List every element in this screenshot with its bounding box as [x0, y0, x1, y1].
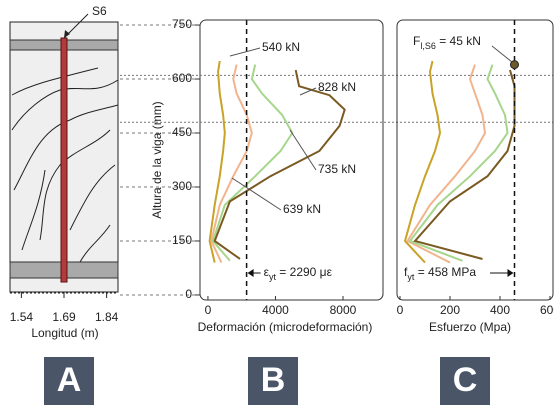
x-tick-label: 600 — [540, 303, 554, 317]
x-tick-label: 1.84 — [95, 310, 119, 324]
curve — [413, 69, 516, 260]
x-tick-label: 8000 — [330, 303, 357, 317]
curve — [213, 69, 346, 260]
leader — [231, 177, 282, 211]
annotation: εyt = 2290 με — [264, 265, 333, 282]
panel-letter: A — [57, 361, 82, 399]
arrowhead — [507, 269, 514, 277]
series-label: 828 kN — [318, 80, 356, 94]
x-tick-label: 0 — [397, 303, 404, 317]
y-tick-label: 750 — [172, 17, 192, 31]
plot-frame — [396, 19, 554, 301]
letter-box — [248, 357, 298, 405]
plot-frame — [199, 19, 384, 301]
x-tick-label: 400 — [490, 303, 510, 317]
curve — [210, 64, 253, 263]
series-label: 735 kN — [318, 162, 356, 176]
x-tick-label: 1.54 — [10, 310, 34, 324]
series-label: 540 kN — [262, 40, 300, 54]
y-axis-label: Altura de la viga (mm) — [150, 101, 164, 218]
annotation-text: = 45 kN — [436, 34, 481, 48]
letter-box — [44, 357, 94, 405]
annotation-point — [510, 60, 519, 70]
annotation-text: = 2290 με — [276, 265, 333, 279]
panel-letter: C — [453, 361, 478, 399]
series-label: 639 kN — [283, 202, 321, 216]
x-axis-label: Longitud (m) — [31, 326, 98, 340]
y-tick-label: 0 — [185, 287, 192, 301]
annotation: fyt = 458 MPa — [404, 265, 476, 282]
y-tick-label: 600 — [172, 71, 192, 85]
cracks — [11, 67, 119, 263]
arrowhead — [64, 30, 70, 38]
leader — [289, 129, 317, 171]
subscript: yt — [407, 272, 415, 282]
x-axis-label: Deformación (microdeformación) — [198, 320, 373, 334]
leader — [299, 87, 317, 96]
sensor-label: S6 — [92, 4, 107, 18]
letter-box — [440, 357, 490, 405]
subscript: l,S6 — [420, 41, 436, 51]
rebar-s6 — [60, 37, 68, 283]
symbol: F — [413, 34, 420, 48]
symbol: ε — [264, 265, 270, 279]
symbol: f — [404, 265, 408, 279]
x-axis-label: Esfuerzo (Mpa) — [429, 320, 511, 334]
y-tick-label: 450 — [172, 125, 192, 139]
x-tick-label: 0 — [205, 303, 212, 317]
curve — [403, 60, 442, 264]
curve — [208, 60, 226, 263]
leader — [491, 45, 512, 63]
curve — [408, 64, 509, 262]
x-tick-label: 4000 — [262, 303, 289, 317]
subscript: yt — [269, 272, 277, 282]
y-tick-label: 150 — [172, 233, 192, 247]
curve — [211, 64, 294, 262]
curve — [406, 64, 487, 264]
annotation-text: = 458 MPa — [414, 265, 476, 279]
panel-letters: A B C — [44, 357, 490, 405]
y-tick-label: 300 — [172, 179, 192, 193]
x-tick-label: 1.69 — [52, 310, 76, 324]
arrowhead — [247, 269, 254, 277]
panel-letter: B — [261, 361, 286, 399]
leader — [229, 47, 261, 57]
annotation: Fl,S6 = 45 kN — [413, 34, 481, 51]
x-tick-label: 200 — [440, 303, 460, 317]
